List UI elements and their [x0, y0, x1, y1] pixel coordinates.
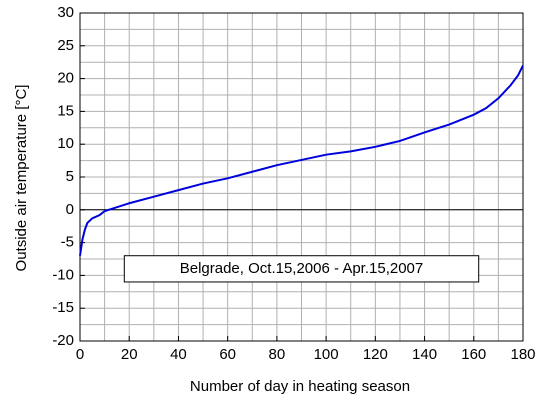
x-tick-label: 0 — [76, 346, 84, 363]
x-tick-label: 40 — [170, 346, 187, 363]
y-tick-label: 20 — [57, 70, 74, 87]
y-tick-label: 15 — [57, 102, 74, 119]
x-tick-label: 60 — [219, 346, 236, 363]
x-tick-label: 140 — [412, 346, 437, 363]
y-tick-label: -20 — [52, 332, 74, 349]
y-tick-label: -10 — [52, 266, 74, 283]
annotation-box — [123, 255, 480, 283]
x-tick-label: 80 — [269, 346, 286, 363]
y-tick-label: 0 — [66, 201, 74, 218]
annotation: Belgrade, Oct.15,2006 - Apr.15,2007 — [180, 260, 424, 277]
y-tick-label: 25 — [57, 37, 74, 54]
x-tick-label: 120 — [363, 346, 388, 363]
x-tick-label: 20 — [121, 346, 138, 363]
y-tick-label: 30 — [57, 4, 74, 21]
x-tick-label: 100 — [314, 346, 339, 363]
plot-frame — [79, 12, 524, 342]
line — [79, 65, 524, 256]
y-tick-label: 10 — [57, 135, 74, 152]
y-tick-label: -5 — [61, 234, 74, 251]
y-axis-label: Outside air temperature [°C] — [13, 85, 30, 272]
x-tick-label: 160 — [461, 346, 486, 363]
y-tick-label: 5 — [66, 168, 74, 185]
x-tick-label: 180 — [510, 346, 535, 363]
x-axis-label: Number of day in heating season — [190, 378, 410, 395]
y-tick-label: -15 — [52, 299, 74, 316]
